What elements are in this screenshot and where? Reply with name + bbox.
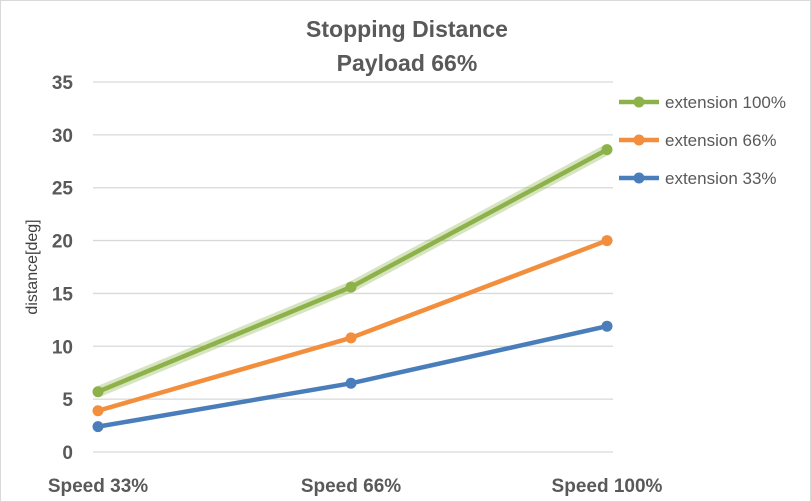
chart-subtitle: Payload 66% (337, 50, 478, 76)
y-tick-label: 35 (52, 73, 74, 94)
data-point (345, 377, 357, 389)
data-point (345, 281, 357, 293)
x-tick-label: Speed 66% (301, 476, 401, 497)
y-tick-label: 5 (62, 390, 73, 411)
legend-marker (633, 172, 645, 184)
chart-title: Stopping Distance (306, 16, 508, 42)
data-point (345, 332, 357, 344)
y-tick-label: 30 (52, 126, 73, 147)
legend-label: extension 100% (665, 93, 786, 112)
data-point (92, 386, 104, 398)
legend-marker (633, 134, 645, 146)
data-point (92, 421, 104, 433)
legend-label: extension 66% (665, 131, 777, 150)
legend-label: extension 33% (665, 169, 777, 188)
y-tick-label: 0 (62, 443, 73, 464)
data-point (601, 235, 613, 247)
x-tick-label: Speed 100% (552, 476, 663, 497)
data-point (92, 405, 104, 417)
y-tick-label: 25 (52, 179, 74, 200)
y-axis-label: distance[deg] (24, 219, 41, 314)
data-point (601, 144, 613, 156)
x-tick-label: Speed 33% (48, 476, 148, 497)
y-tick-label: 20 (52, 232, 73, 253)
y-tick-label: 15 (52, 284, 74, 305)
y-tick-label: 10 (52, 337, 73, 358)
data-point (601, 320, 613, 332)
legend-marker (633, 96, 645, 108)
